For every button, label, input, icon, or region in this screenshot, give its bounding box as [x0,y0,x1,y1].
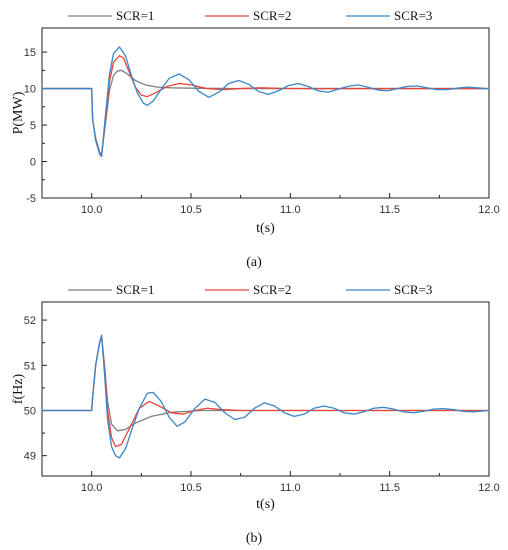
y-tick-label: 49 [24,451,36,463]
x-tick-label: 10.5 [180,482,201,494]
x-tick-label: 12.0 [478,204,499,216]
axis-ticks-b: 10.0 10.5 11.0 11.5 12.0 49 50 51 52 [24,315,500,494]
caption-b: (b) [246,531,263,546]
legend-a: SCR=1 SCR=2 SCR=3 [68,8,432,23]
plot-frame-a [41,27,490,199]
y-axis-title-a: P(MW) [11,91,26,134]
y-tick-label: 52 [24,315,36,327]
x-axis-title-a: t(s) [256,221,275,236]
x-tick-label: 11.5 [379,204,400,216]
x-tick-label: 11.0 [280,204,301,216]
y-axis-title-b: f(Hz) [11,374,26,405]
y-tick-label: 10 [24,84,36,96]
x-tick-label: 10.5 [180,204,201,216]
y-tick-label: 5 [30,120,36,132]
x-tick-label: 10.0 [81,482,102,494]
legend-label-scr3-b: SCR=3 [394,282,432,297]
series-group-b [41,334,490,459]
y-tick-label: 0 [30,157,36,169]
legend-label-scr1-a: SCR=1 [116,8,154,23]
series-group-a [41,46,490,158]
legend-label-scr2-b: SCR=2 [253,282,291,297]
series-line-scr2-a [41,55,490,157]
x-tick-label: 12.0 [478,482,499,494]
plot-frame-b [41,301,490,477]
x-tick-label: 10.0 [81,204,102,216]
series-line-scr3-b [41,334,490,459]
legend-label-scr3-a: SCR=3 [394,8,432,23]
chart-panel-b: SCR=1 SCR=2 SCR=3 10.0 10.5 11.0 11.5 12.0 49… [11,282,500,546]
y-tick-label: -5 [26,193,36,205]
y-tick-label: 51 [24,360,36,372]
caption-a: (a) [246,255,262,270]
chart-panel-a: SCR=1 SCR=2 SCR=3 10.0 10.5 11.0 11.5 12.0 -5… [11,8,500,270]
y-tick-label: 15 [24,47,36,59]
legend-label-scr1-b: SCR=1 [116,282,154,297]
x-axis-title-b: t(s) [256,497,275,512]
legend-label-scr2-a: SCR=2 [253,8,291,23]
x-tick-label: 11.5 [379,482,400,494]
x-tick-label: 11.0 [280,482,301,494]
y-tick-label: 50 [24,405,36,417]
axis-ticks-a: 10.0 10.5 11.0 11.5 12.0 -5 0 5 10 15 [24,47,500,216]
legend-b: SCR=1 SCR=2 SCR=3 [68,282,432,297]
series-line-scr3-a [41,46,490,158]
